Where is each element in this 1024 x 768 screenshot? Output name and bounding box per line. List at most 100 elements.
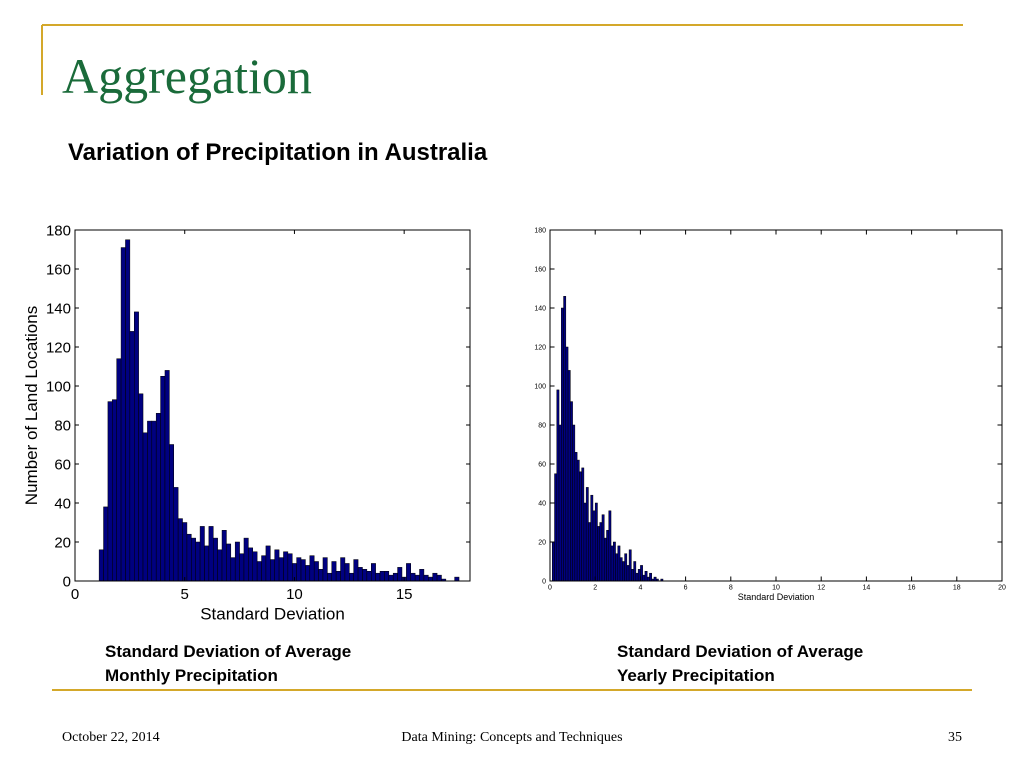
bar (204, 545, 210, 582)
bar (644, 571, 648, 582)
bar (410, 572, 416, 582)
bar (565, 346, 569, 582)
bar (436, 574, 442, 582)
bar (608, 510, 612, 582)
x-tick-label: 8 (729, 584, 733, 591)
bar (554, 473, 558, 582)
bar (357, 567, 363, 582)
bar (579, 471, 582, 582)
x-axis-label: Standard Deviation (738, 592, 815, 602)
y-tick-label: 180 (534, 227, 546, 234)
bar (155, 413, 161, 582)
y-tick-label: 180 (46, 222, 71, 239)
y-tick-label: 0 (63, 573, 71, 590)
bar (182, 522, 188, 582)
bar (423, 574, 429, 582)
y-tick-label: 20 (538, 539, 546, 546)
bar (243, 537, 249, 582)
bar (626, 565, 630, 582)
bar (270, 559, 275, 582)
x-tick-label: 16 (908, 584, 916, 591)
bar (617, 545, 621, 582)
bar (340, 557, 346, 582)
bar (327, 572, 333, 582)
bar (234, 541, 240, 582)
bar (601, 514, 605, 582)
bar (590, 494, 594, 582)
bar (120, 247, 126, 582)
bar (125, 239, 131, 582)
bar (599, 522, 603, 582)
footer-center: Data Mining: Concepts and Techniques (401, 730, 622, 745)
chart-caption: Standard Deviation of Average (105, 642, 351, 661)
bar (322, 557, 328, 582)
bar (432, 572, 438, 582)
bar (98, 549, 104, 582)
page-number: 35 (948, 730, 962, 745)
y-tick-label: 120 (46, 339, 71, 356)
bar (296, 557, 302, 582)
bar (274, 549, 280, 582)
bar (186, 533, 192, 582)
bar (160, 376, 166, 582)
bar (265, 545, 271, 582)
bar (313, 561, 319, 582)
y-tick-label: 160 (46, 261, 71, 278)
bar (563, 296, 567, 582)
bar (147, 420, 153, 582)
bar (556, 389, 560, 582)
bar (177, 518, 183, 582)
bar (588, 522, 591, 582)
x-tick-label: 2 (593, 584, 597, 591)
bar (199, 526, 205, 582)
x-tick-label: 10 (772, 584, 780, 591)
x-tick-label: 15 (396, 586, 413, 603)
bar (552, 541, 555, 582)
bar (164, 370, 170, 582)
bar (606, 530, 610, 582)
x-tick-label: 5 (181, 586, 189, 603)
bar (597, 526, 600, 582)
bar (208, 526, 214, 582)
bar (570, 401, 573, 582)
bar (213, 537, 218, 582)
bar (653, 576, 657, 582)
x-tick-label: 12 (817, 584, 825, 591)
bar (561, 307, 564, 582)
bar (173, 487, 179, 582)
plot-frame (549, 229, 1003, 582)
bar (195, 541, 201, 582)
bar (252, 551, 258, 582)
bar (583, 502, 587, 582)
bar (375, 572, 381, 582)
subtitle: Variation of Precipitation in Australia (68, 139, 488, 166)
bar (628, 549, 632, 582)
y-tick-label: 80 (538, 422, 546, 429)
y-tick-label: 100 (534, 383, 546, 390)
bar (230, 557, 236, 582)
y-tick-label: 100 (46, 378, 71, 395)
x-tick-label: 0 (71, 586, 79, 603)
bar (287, 553, 293, 582)
y-tick-label: 120 (534, 344, 546, 351)
bar (349, 572, 354, 582)
bar (619, 557, 623, 582)
bar (585, 487, 589, 582)
bar (572, 424, 576, 582)
bar (397, 567, 403, 582)
bar (221, 530, 227, 582)
bar (112, 399, 117, 582)
bar (138, 393, 144, 582)
bar (309, 555, 315, 582)
chart-caption: Yearly Precipitation (617, 666, 775, 685)
footer-date: October 22, 2014 (62, 730, 160, 745)
bar (129, 331, 135, 582)
x-axis-label: Standard Deviation (200, 604, 345, 623)
bar (642, 574, 646, 582)
bar (283, 551, 289, 582)
bar (610, 545, 614, 582)
bar (388, 574, 394, 582)
bar (406, 563, 412, 582)
y-tick-label: 160 (534, 266, 546, 273)
